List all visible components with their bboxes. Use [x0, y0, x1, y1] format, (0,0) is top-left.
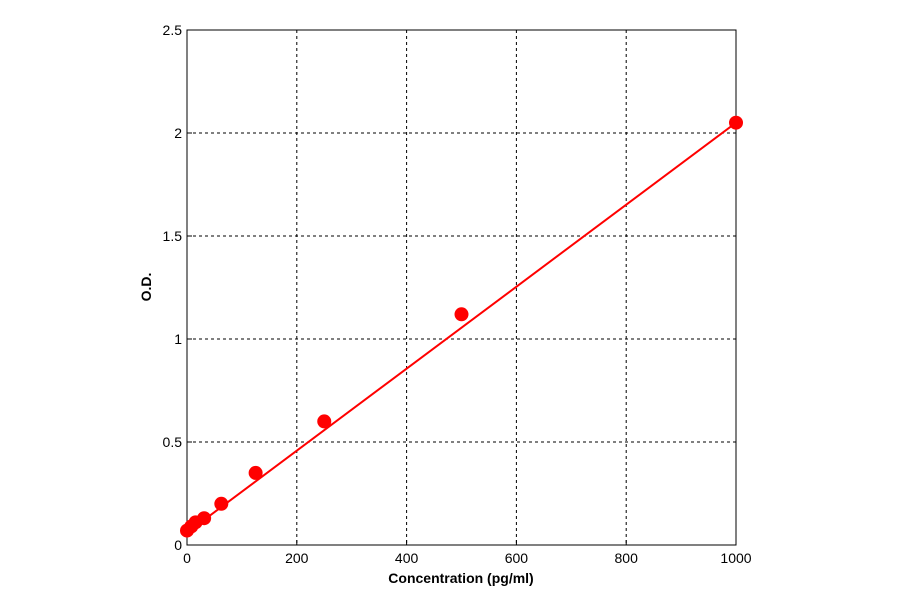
data-points: [180, 115, 743, 538]
data-point: [214, 496, 229, 511]
y-tick-label: 2: [174, 125, 182, 141]
y-tick-label: 0: [174, 537, 182, 553]
y-axis-label: O.D.: [138, 273, 154, 302]
data-point: [197, 511, 212, 526]
y-tick-label: 0.5: [163, 434, 183, 450]
y-tick-label: 1.5: [163, 228, 183, 244]
data-point: [248, 465, 263, 480]
y-tick-label: 1: [174, 331, 182, 347]
data-point: [729, 115, 743, 130]
data-point: [454, 307, 469, 322]
grid-lines: [187, 30, 736, 545]
data-point: [317, 414, 332, 429]
y-axis-ticks: 0 0.5 1 1.5 2 2.5: [163, 22, 192, 553]
x-tick-label: 400: [395, 550, 419, 566]
x-tick-label: 200: [285, 550, 309, 566]
x-tick-label: 600: [505, 550, 529, 566]
x-tick-label: 0: [183, 550, 191, 566]
x-axis-label: Concentration (pg/ml): [388, 570, 533, 586]
x-axis-ticks: 0 200 400 600 800 1000: [183, 540, 752, 566]
y-tick-label: 2.5: [163, 22, 183, 38]
plot-background: [187, 30, 736, 545]
plot-frame: [186, 29, 737, 546]
x-tick-label: 800: [615, 550, 639, 566]
fit-line: [186, 121, 737, 534]
x-tick-label: 1000: [720, 550, 751, 566]
